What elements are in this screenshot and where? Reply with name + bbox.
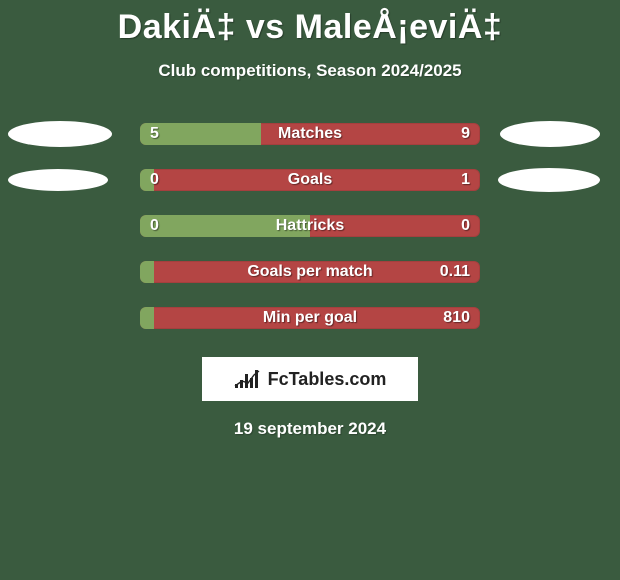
right-ellipse — [500, 121, 600, 147]
logo-bars-icon — [234, 369, 260, 389]
left-ellipse — [8, 121, 112, 147]
stat-name: Goals per match — [140, 261, 480, 283]
stat-left-value: 0 — [150, 169, 159, 191]
stat-name: Min per goal — [140, 307, 480, 329]
footer-date: 19 september 2024 — [0, 419, 620, 439]
logo-box: FcTables.com — [202, 357, 418, 401]
comparison-infographic: DakiÄ‡ vs MaleÅ¡eviÄ‡ Club competitions,… — [0, 0, 620, 580]
page-title: DakiÄ‡ vs MaleÅ¡eviÄ‡ — [0, 0, 620, 47]
stat-right-value: 0.11 — [440, 261, 470, 283]
right-ellipse — [498, 168, 600, 192]
stat-right-value: 9 — [461, 123, 470, 145]
stat-row: Hattricks0 0 — [0, 203, 620, 249]
stat-right-value: 810 — [443, 307, 470, 329]
stat-name: Goals — [140, 169, 480, 191]
stats-area: Matches59Goals01Hattricks00Goals per mat… — [0, 111, 620, 341]
stat-right-value: 0 — [461, 215, 470, 237]
stat-left-value: 5 — [150, 123, 159, 145]
stat-bar: Hattricks0 0 — [140, 215, 480, 237]
stat-row: Matches5 9 — [0, 111, 620, 157]
stat-row: Goals0 1 — [0, 157, 620, 203]
left-ellipse — [8, 169, 108, 191]
logo-text: FcTables.com — [268, 369, 387, 390]
page-subtitle: Club competitions, Season 2024/2025 — [0, 61, 620, 81]
stat-name: Matches — [140, 123, 480, 145]
stat-row: Goals per match0.11 — [0, 249, 620, 295]
stat-bar: Min per goal810 — [140, 307, 480, 329]
stat-name: Hattricks — [140, 215, 480, 237]
stat-bar: Goals0 1 — [140, 169, 480, 191]
stat-bar: Goals per match0.11 — [140, 261, 480, 283]
stat-left-value: 0 — [150, 215, 159, 237]
stat-row: Min per goal810 — [0, 295, 620, 341]
stat-bar: Matches5 9 — [140, 123, 480, 145]
stat-right-value: 1 — [461, 169, 470, 191]
